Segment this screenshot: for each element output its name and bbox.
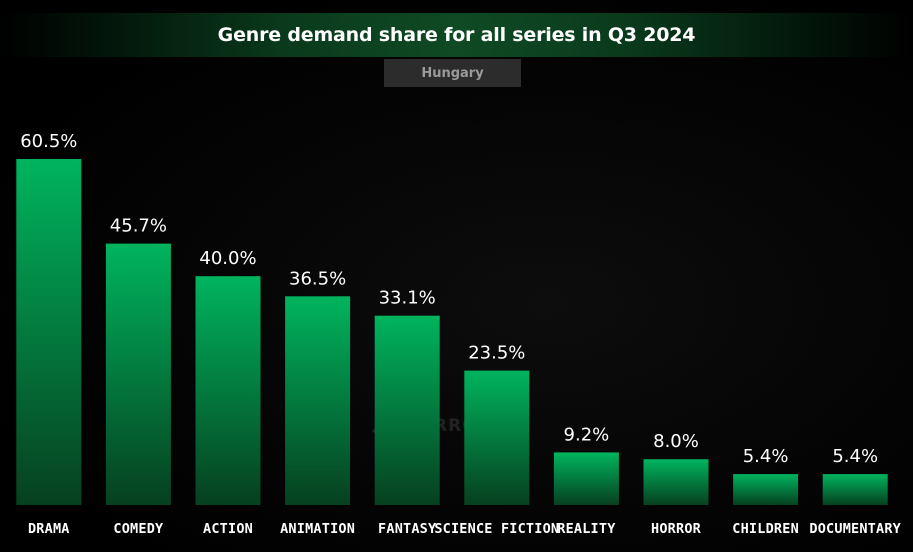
category-label: SCIENCE FICTION — [434, 521, 559, 537]
bars-group: 60.5% DRAMA 45.7% COMEDY 40.0% ACTION 36.5% ANI… — [16, 131, 901, 537]
category-label: COMEDY — [113, 521, 164, 537]
category-label: FANTASY — [378, 521, 437, 537]
category-label: DOCUMENTARY — [809, 521, 901, 537]
category-label: ANIMATION — [280, 521, 355, 537]
value-label: 5.4% — [832, 446, 878, 467]
category-label: CHILDREN — [732, 521, 799, 537]
chart-title: Genre demand share for all series in Q3 … — [217, 24, 696, 46]
bar-drama — [16, 159, 82, 505]
title-bar: Genre demand share for all series in Q3 … — [0, 13, 913, 57]
bar-reality — [553, 452, 619, 505]
value-label: 36.5% — [289, 268, 346, 289]
value-label: 40.0% — [199, 248, 256, 269]
bar-animation — [285, 296, 351, 505]
bar-science-fiction — [464, 370, 530, 505]
region-label: Hungary — [421, 65, 484, 81]
value-label: 23.5% — [468, 343, 525, 364]
bar-action — [195, 276, 261, 505]
bar-documentary — [822, 474, 888, 505]
bar-children — [733, 474, 799, 505]
category-label: HORROR — [651, 521, 702, 537]
value-label: 33.1% — [379, 288, 436, 309]
category-label: DRAMA — [28, 521, 70, 537]
value-label: 9.2% — [564, 424, 610, 445]
category-label: REALITY — [557, 521, 616, 537]
value-label: 8.0% — [653, 431, 699, 452]
value-label: 60.5% — [20, 131, 77, 152]
bar-horror — [643, 459, 709, 505]
value-label: 5.4% — [743, 446, 789, 467]
region-badge: Hungary — [384, 59, 521, 87]
bar-fantasy — [374, 315, 440, 505]
category-label: ACTION — [203, 521, 253, 537]
value-label: 45.7% — [110, 216, 167, 237]
bar-comedy — [105, 243, 171, 505]
